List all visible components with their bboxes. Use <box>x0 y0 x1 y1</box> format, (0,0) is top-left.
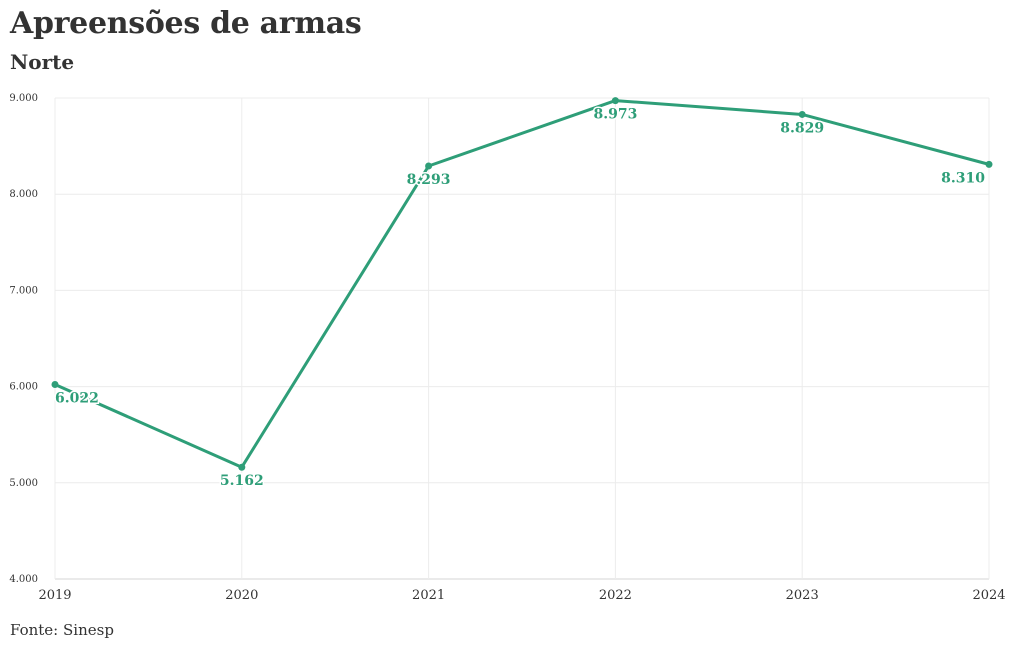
data-point <box>985 160 993 168</box>
data-label: 8.973 <box>593 107 637 123</box>
series-line <box>53 99 991 469</box>
chart-title: Apreensões de armas <box>10 6 362 41</box>
source-note: Fonte: Sinesp <box>10 621 114 639</box>
data-labels: 6.022 5.162 8.293 8.973 8.829 8.310 <box>54 105 987 491</box>
data-point <box>238 463 246 471</box>
y-tick-label: 6.000 <box>9 382 38 393</box>
data-label: 8.293 <box>407 172 451 188</box>
axis-labels: 4.000 5.000 6.000 7.000 8.000 9.000 2019 2020 20… <box>9 93 1005 603</box>
chart-subtitle: Norte <box>10 50 75 74</box>
y-tick-label: 8.000 <box>9 189 38 200</box>
x-tick-label: 2021 <box>412 588 445 603</box>
x-tick-label: 2024 <box>972 588 1005 603</box>
x-tick-label: 2022 <box>599 588 632 603</box>
y-tick-label: 5.000 <box>9 478 38 489</box>
y-tick-label: 9.000 <box>9 93 38 104</box>
data-label: 5.162 <box>220 473 264 489</box>
data-label: 6.022 <box>55 390 99 406</box>
data-point <box>51 380 59 388</box>
data-label: 8.310 <box>941 170 985 186</box>
data-point <box>425 162 433 170</box>
data-point <box>611 97 619 105</box>
data-series <box>51 97 993 471</box>
y-tick-label: 7.000 <box>9 285 38 296</box>
x-tick-label: 2023 <box>786 588 819 603</box>
x-tick-label: 2019 <box>38 588 71 603</box>
grid-lines <box>54 97 990 580</box>
y-tick-label: 4.000 <box>9 574 38 585</box>
line-chart: 4.000 5.000 6.000 7.000 8.000 9.000 2019 2020 20… <box>9 93 1005 603</box>
data-point <box>798 110 806 118</box>
x-tick-label: 2020 <box>225 588 258 603</box>
data-label: 8.829 <box>780 120 824 136</box>
